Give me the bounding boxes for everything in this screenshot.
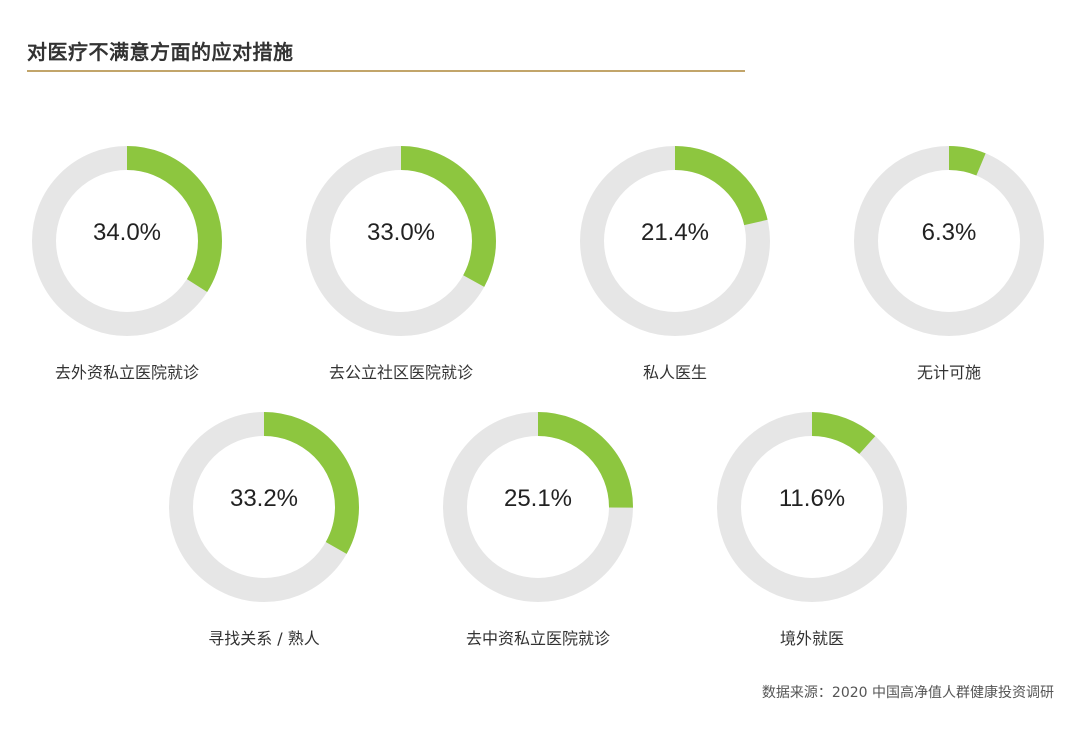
donut-value-label: 33.0% — [366, 219, 436, 246]
donut-3: 21.4% 私人医生 — [575, 141, 775, 382]
donut-category-label: 境外就医 — [779, 629, 844, 648]
donut-category-label: 去中资私立医院就诊 — [465, 629, 610, 648]
donut-value-arc — [169, 412, 359, 602]
donut-5: 33.2% 寻找关系 / 熟人 — [164, 407, 364, 648]
donut-value-label: 34.0% — [92, 219, 162, 246]
donut-value-arc — [854, 146, 1044, 336]
donut-value-arc — [580, 146, 770, 336]
donut-svg — [854, 146, 1044, 336]
donut-svg — [32, 146, 222, 336]
donut-category-label: 寻找关系 / 熟人 — [208, 629, 320, 648]
donut-value-arc — [443, 412, 633, 602]
title-divider — [27, 70, 745, 72]
donut-category-label: 私人医生 — [642, 363, 707, 382]
donut-value-arc — [32, 146, 222, 336]
donut-svg — [306, 146, 496, 336]
donut-value-arc — [717, 412, 907, 602]
donut-svg — [717, 412, 907, 602]
donut-category-label: 无计可施 — [916, 363, 981, 382]
donut-value-label: 33.2% — [229, 485, 299, 512]
page-title: 对医疗不满意方面的应对措施 — [27, 40, 294, 64]
donut-category-label: 去公立社区医院就诊 — [328, 363, 473, 382]
donut-value-arc — [306, 146, 496, 336]
donut-svg — [443, 412, 633, 602]
donut-4: 6.3% 无计可施 — [849, 141, 1049, 382]
donut-svg — [169, 412, 359, 602]
donut-6: 25.1% 去中资私立医院就诊 — [438, 407, 638, 648]
donut-value-label: 21.4% — [640, 219, 710, 246]
donut-category-label: 去外资私立医院就诊 — [54, 363, 199, 382]
donut-svg — [580, 146, 770, 336]
donut-value-label: 6.3% — [921, 219, 977, 246]
donut-1: 34.0% 去外资私立医院就诊 — [27, 141, 227, 382]
donut-value-label: 11.6% — [778, 485, 846, 512]
donut-value-label: 25.1% — [503, 485, 573, 512]
donut-2: 33.0% 去公立社区医院就诊 — [301, 141, 501, 382]
donut-7: 11.6% 境外就医 — [712, 407, 912, 648]
source-note: 数据来源：2020 中国高净值人群健康投资调研 — [761, 685, 1054, 701]
